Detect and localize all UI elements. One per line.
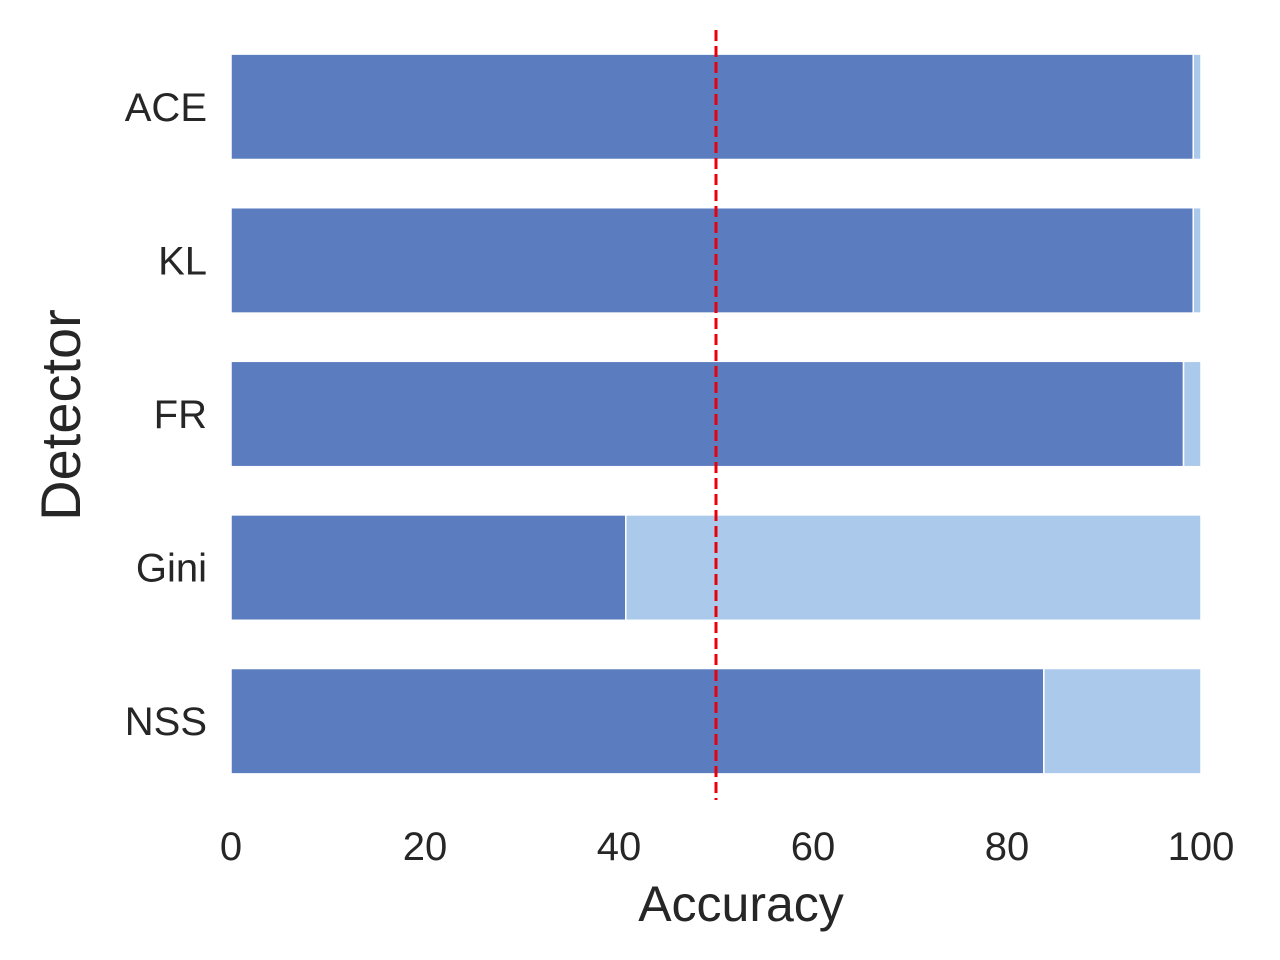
bar-ace-segment-2 (1192, 53, 1202, 161)
y-tick-label-nss: NSS (125, 700, 207, 744)
y-tick-label-ace: ACE (125, 86, 207, 130)
y-tick-label-kl: KL (158, 239, 207, 283)
x-tick-label-60: 60 (791, 825, 836, 869)
bar-gini-segment-2 (625, 514, 1202, 622)
y-tick-label-fr: FR (154, 393, 207, 437)
x-tick-label-20: 20 (403, 825, 448, 869)
bar-gini-segment-1 (230, 514, 627, 622)
y-tick-labels: ACE KL FR Gini NSS (125, 86, 207, 744)
bar-fr-segment-1 (230, 360, 1185, 468)
x-tick-label-100: 100 (1168, 825, 1235, 869)
bar-nss-segment-1 (230, 667, 1045, 775)
bar-fr-segment-2 (1182, 360, 1202, 468)
y-axis-title: Detector (29, 309, 92, 521)
y-tick-label-gini: Gini (136, 547, 207, 591)
x-axis-title: Accuracy (638, 876, 844, 932)
x-tick-label-0: 0 (220, 825, 242, 869)
bar-nss-segment-2 (1043, 667, 1202, 775)
x-tick-label-80: 80 (985, 825, 1030, 869)
bar-kl-segment-1 (230, 206, 1194, 314)
bar-kl-segment-2 (1192, 206, 1202, 314)
x-tick-label-40: 40 (597, 825, 642, 869)
bar-ace-segment-1 (230, 53, 1194, 161)
x-tick-labels: 0 20 40 60 80 100 (220, 825, 1235, 869)
bars-group (230, 53, 1202, 775)
